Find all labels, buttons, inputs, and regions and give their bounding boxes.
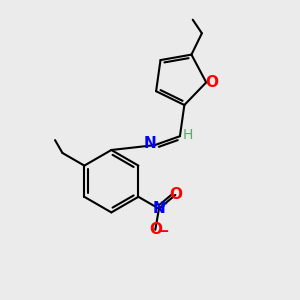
Text: O: O xyxy=(169,188,182,202)
Text: +: + xyxy=(160,199,168,208)
Text: O: O xyxy=(149,222,162,237)
Text: N: N xyxy=(153,201,165,216)
Text: H: H xyxy=(183,128,194,142)
Text: −: − xyxy=(156,224,169,239)
Text: O: O xyxy=(205,75,218,90)
Text: N: N xyxy=(144,136,157,151)
